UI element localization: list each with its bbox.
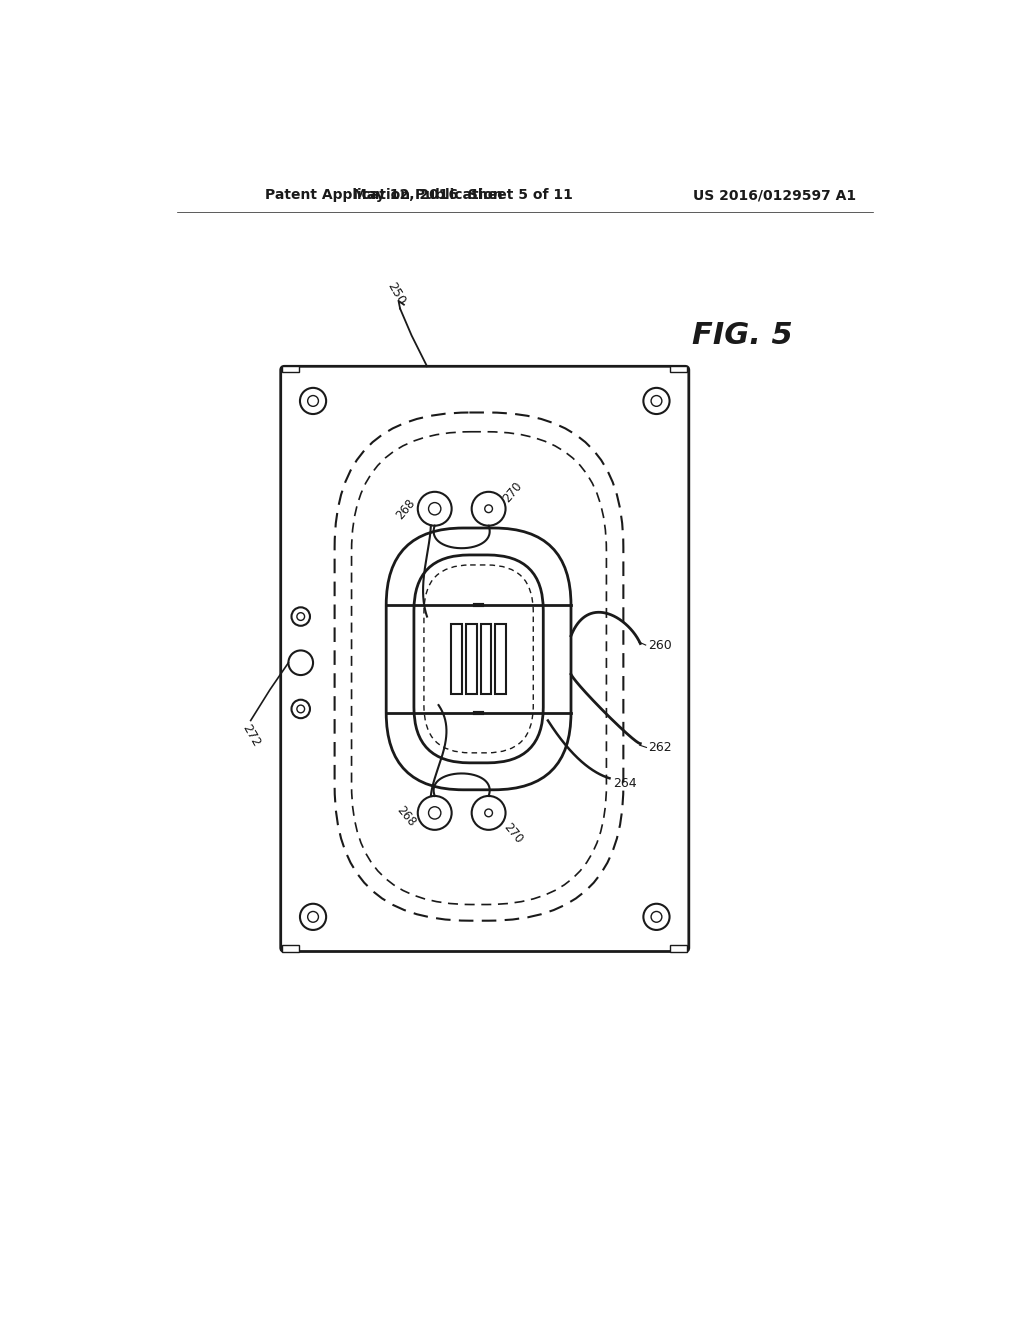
Text: 270: 270 (501, 820, 525, 846)
Text: 260: 260 (648, 639, 672, 652)
FancyBboxPatch shape (414, 554, 544, 763)
Bar (480, 624, 492, 693)
Circle shape (429, 503, 441, 515)
FancyBboxPatch shape (281, 367, 689, 952)
Circle shape (418, 492, 452, 525)
Text: 272: 272 (240, 722, 263, 750)
Bar (496, 624, 506, 693)
Circle shape (297, 612, 304, 620)
Circle shape (289, 651, 313, 675)
Circle shape (307, 911, 318, 923)
Circle shape (418, 796, 452, 830)
Circle shape (651, 911, 662, 923)
Text: Patent Application Publication: Patent Application Publication (265, 189, 503, 202)
FancyBboxPatch shape (386, 528, 571, 789)
Circle shape (472, 796, 506, 830)
Bar (671, 945, 687, 952)
Text: 266: 266 (411, 715, 435, 741)
Circle shape (300, 388, 326, 414)
Bar (466, 624, 477, 693)
Text: US 2016/0129597 A1: US 2016/0129597 A1 (692, 189, 856, 202)
Bar (671, 367, 687, 372)
Circle shape (297, 705, 304, 713)
Circle shape (307, 396, 318, 407)
Text: FIG. 5: FIG. 5 (692, 321, 793, 350)
Circle shape (643, 388, 670, 414)
Circle shape (300, 904, 326, 929)
Circle shape (651, 396, 662, 407)
Bar (283, 367, 299, 372)
Circle shape (429, 807, 441, 818)
Circle shape (643, 904, 670, 929)
Text: 262: 262 (648, 741, 672, 754)
Text: 270: 270 (501, 479, 525, 506)
Text: 266: 266 (388, 569, 413, 595)
Text: 268: 268 (394, 496, 418, 523)
Text: 268: 268 (394, 803, 418, 829)
Bar (452, 624, 462, 693)
Text: 264: 264 (613, 777, 637, 791)
Circle shape (292, 607, 310, 626)
Circle shape (472, 492, 506, 525)
Circle shape (292, 700, 310, 718)
Bar (283, 945, 299, 952)
Text: 250: 250 (385, 280, 408, 306)
Text: May 12, 2016  Sheet 5 of 11: May 12, 2016 Sheet 5 of 11 (353, 189, 573, 202)
